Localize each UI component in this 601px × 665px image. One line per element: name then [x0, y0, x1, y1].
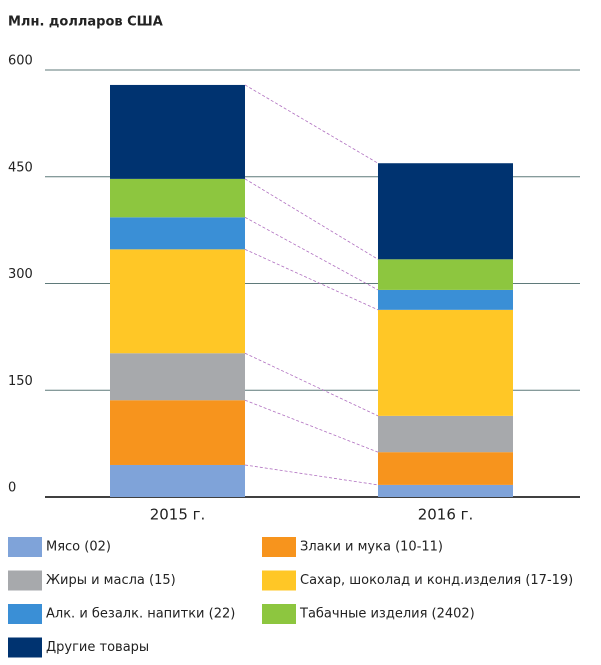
legend-swatch — [8, 604, 42, 624]
bar-segment — [110, 464, 245, 497]
chart-title: Млн. долларов США — [8, 15, 163, 30]
legend-swatch — [262, 537, 296, 557]
bar-segment — [110, 400, 245, 465]
bar-segment — [110, 178, 245, 218]
legend-label: Сахар, шоколад и конд.изделия (17-19) — [300, 573, 573, 588]
connector — [244, 464, 379, 486]
y-tick-label: 300 — [8, 267, 33, 282]
connector — [244, 84, 379, 164]
connector — [244, 248, 379, 311]
y-tick-label: 600 — [8, 54, 33, 69]
bar-segment — [378, 259, 513, 290]
bar-segment — [378, 289, 513, 310]
bar-segment — [110, 249, 245, 354]
connector — [244, 216, 379, 291]
connector — [244, 352, 379, 417]
bar-segment — [110, 353, 245, 401]
connector — [244, 178, 379, 260]
legend-label: Мясо (02) — [46, 540, 111, 555]
legend-swatch — [8, 637, 42, 658]
bar-segment — [378, 309, 513, 416]
bar-segment — [378, 163, 513, 260]
y-tick-label: 0 — [8, 481, 16, 496]
connector — [244, 399, 379, 453]
legend-swatch — [8, 570, 42, 591]
legend-swatch — [262, 604, 296, 624]
bar-segment — [110, 84, 245, 179]
y-tick-label: 150 — [8, 374, 33, 389]
legend-label: Злаки и мука (10-11) — [300, 540, 443, 555]
legend-label: Другие товары — [46, 640, 149, 655]
y-tick-label: 450 — [8, 160, 33, 175]
bar-segment — [110, 217, 245, 250]
x-tick-label: 2015 г. — [150, 506, 206, 524]
bar-segment — [378, 452, 513, 485]
x-tick-label: 2016 г. — [418, 506, 474, 524]
bar-segment — [378, 484, 513, 497]
bar-segment — [378, 415, 513, 453]
legend-swatch — [8, 537, 42, 557]
legend-swatch — [262, 570, 296, 591]
legend-label: Жиры и масла (15) — [46, 573, 176, 588]
legend-label: Алк. и безалк. напитки (22) — [46, 607, 235, 622]
legend-label: Табачные изделия (2402) — [299, 607, 475, 622]
